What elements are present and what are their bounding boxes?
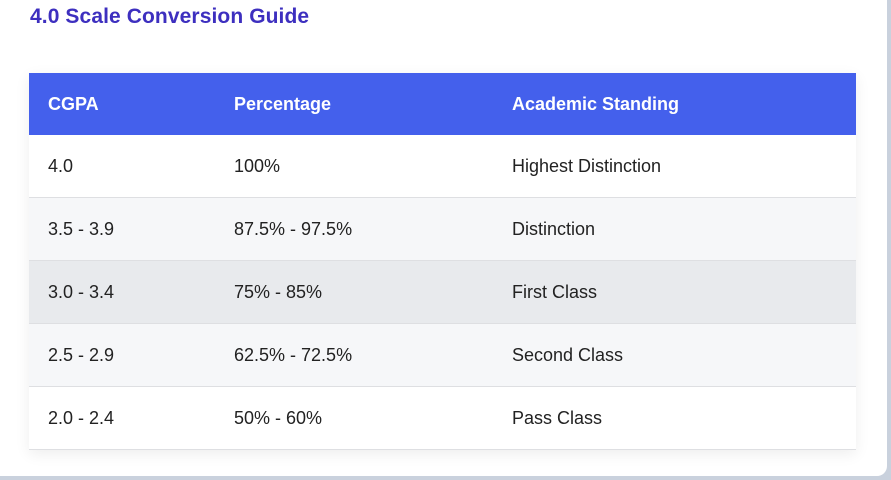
- conversion-table: CGPA Percentage Academic Standing 4.0 10…: [29, 73, 856, 450]
- cell-cgpa: 3.0 - 3.4: [29, 260, 215, 324]
- table-row: 4.0 100% Highest Distinction: [29, 135, 856, 198]
- cell-standing: First Class: [493, 260, 856, 324]
- cell-percentage: 50% - 60%: [215, 386, 493, 450]
- cell-cgpa: 2.0 - 2.4: [29, 386, 215, 450]
- cell-standing: Distinction: [493, 197, 856, 261]
- table-header-row: CGPA Percentage Academic Standing: [29, 73, 856, 135]
- conversion-table-container: CGPA Percentage Academic Standing 4.0 10…: [29, 73, 856, 450]
- column-header-academic-standing: Academic Standing: [512, 93, 680, 114]
- table-row-hovered: 3.0 - 3.4 75% - 85% First Class: [29, 260, 856, 324]
- cell-cgpa: 3.5 - 3.9: [29, 197, 215, 261]
- cell-percentage: 75% - 85%: [215, 260, 493, 324]
- cell-percentage: 62.5% - 72.5%: [215, 323, 493, 387]
- table-row: 2.0 - 2.4 50% - 60% Pass Class: [29, 386, 856, 450]
- table-header: CGPA Percentage Academic Standing: [29, 73, 856, 135]
- table-row: 3.5 - 3.9 87.5% - 97.5% Distinction: [29, 197, 856, 261]
- cell-standing: Highest Distinction: [493, 135, 856, 198]
- column-header-percentage: Percentage: [234, 93, 332, 114]
- column-header-cgpa: CGPA: [48, 93, 99, 114]
- table-row: 2.5 - 2.9 62.5% - 72.5% Second Class: [29, 323, 856, 387]
- table-body: 4.0 100% Highest Distinction 3.5 - 3.9 8…: [29, 135, 856, 450]
- cell-standing: Second Class: [493, 323, 856, 387]
- page-title: 4.0 Scale Conversion Guide: [30, 5, 310, 28]
- cell-percentage: 100%: [215, 135, 493, 198]
- cell-cgpa: 4.0: [29, 135, 215, 198]
- cell-percentage: 87.5% - 97.5%: [215, 197, 493, 261]
- cell-cgpa: 2.5 - 2.9: [29, 323, 215, 387]
- cell-standing: Pass Class: [493, 386, 856, 450]
